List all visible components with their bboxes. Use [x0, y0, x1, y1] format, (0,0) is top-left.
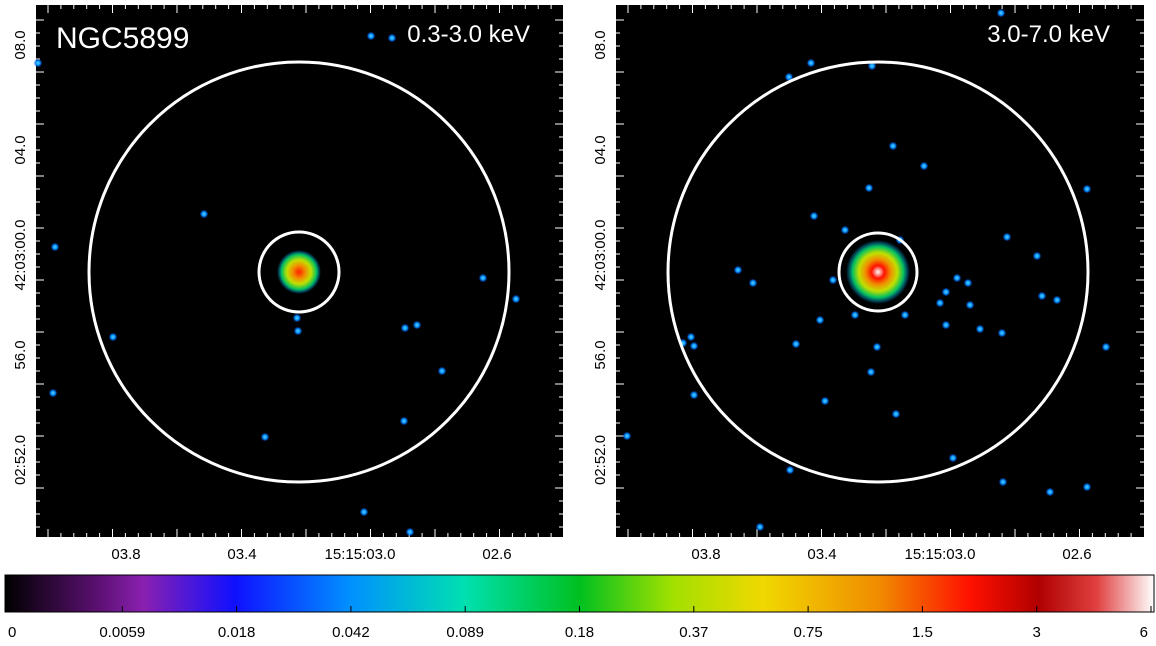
x-tick-label: 03.4	[807, 546, 836, 563]
y-tick-label: 02:52.0	[592, 435, 609, 485]
point-source	[623, 432, 632, 441]
colorbar-label: 3	[1033, 624, 1041, 641]
point-source	[400, 417, 409, 426]
point-source	[479, 274, 488, 283]
point-source	[1083, 483, 1092, 492]
y-tick-label: 42:03:00.0	[12, 220, 29, 291]
y-tick-label: 56.0	[592, 340, 609, 369]
point-source	[401, 324, 410, 333]
point-source	[512, 295, 521, 304]
object-label: NGC5899	[56, 22, 189, 55]
band-label: 0.3-3.0 keV	[407, 21, 530, 48]
point-source	[867, 368, 876, 377]
point-source	[294, 327, 303, 336]
point-source	[438, 367, 447, 376]
point-source	[816, 316, 825, 325]
point-source	[942, 288, 951, 297]
colorbar-label: 1.5	[912, 624, 933, 641]
y-tick-label: 42:03:00.0	[592, 220, 609, 291]
point-source	[1083, 185, 1092, 194]
point-source	[936, 299, 945, 308]
point-source	[1033, 252, 1042, 261]
band-label: 3.0-7.0 keV	[987, 21, 1110, 48]
point-source	[829, 276, 838, 285]
point-source	[792, 340, 801, 349]
panel: 3.0-7.0 keV	[616, 5, 1144, 537]
panel: NGC5899 0.3-3.0 keV	[34, 5, 564, 537]
point-source	[1102, 343, 1111, 352]
colorbar-label: 0.75	[793, 624, 822, 641]
colorbar-label: 0.37	[679, 624, 708, 641]
point-source	[851, 311, 860, 320]
colorbar-label: 0	[8, 624, 16, 641]
point-source	[756, 523, 765, 532]
point-source	[889, 142, 898, 151]
point-source	[690, 391, 699, 400]
point-source	[367, 32, 376, 41]
point-source	[873, 343, 882, 352]
colorbar-label: 0.089	[446, 624, 484, 641]
x-tick-label: 02.6	[1062, 546, 1091, 563]
point-source	[865, 184, 874, 193]
source-core	[277, 250, 321, 294]
point-source	[734, 266, 743, 275]
point-source	[1046, 488, 1055, 497]
point-source	[920, 162, 929, 171]
point-source	[293, 314, 302, 323]
point-source	[807, 59, 816, 68]
point-source	[749, 279, 758, 288]
point-source	[999, 478, 1008, 487]
figure: NGC5899 0.3-3.0 keV 3.0-7.0 keV 08.0 04.0…	[0, 0, 1156, 641]
colorbar-label: 0.018	[218, 624, 256, 641]
x-tick-label: 02.6	[482, 546, 511, 563]
point-source	[892, 410, 901, 419]
x-tick-label: 03.4	[227, 546, 256, 563]
point-source	[109, 333, 118, 342]
point-source	[901, 311, 910, 320]
x-tick-label: 03.8	[111, 546, 140, 563]
point-source	[360, 508, 369, 517]
point-source	[1053, 296, 1062, 305]
point-source	[1003, 233, 1012, 242]
point-source	[1038, 292, 1047, 301]
point-source	[953, 274, 962, 283]
colorbar-label: 6	[1140, 624, 1148, 641]
colorbar-label: 0.18	[565, 624, 594, 641]
point-source	[966, 301, 975, 310]
point-source	[997, 9, 1006, 18]
point-source	[200, 210, 209, 219]
x-tick-label: 15:15:03.0	[325, 546, 396, 563]
point-source	[51, 243, 60, 252]
source-core	[846, 240, 910, 304]
point-source	[998, 329, 1007, 338]
point-source	[690, 342, 699, 351]
x-tick-label: 03.8	[691, 546, 720, 563]
y-tick-label: 08.0	[12, 30, 29, 59]
point-source	[841, 226, 850, 235]
point-source	[786, 466, 795, 475]
point-source	[942, 321, 951, 330]
y-tick-label: 02:52.0	[12, 435, 29, 485]
x-tick-label: 15:15:03.0	[905, 546, 976, 563]
colorbar-label: 0.042	[332, 624, 370, 641]
point-source	[949, 454, 958, 463]
point-source	[964, 279, 973, 288]
point-source	[976, 325, 985, 334]
point-source	[49, 389, 58, 398]
point-source	[406, 528, 415, 537]
point-source	[821, 397, 830, 406]
y-tick-label: 04.0	[592, 135, 609, 164]
y-tick-label: 04.0	[12, 135, 29, 164]
y-tick-label: 08.0	[592, 30, 609, 59]
point-source	[810, 212, 819, 221]
point-source	[388, 34, 397, 43]
point-source	[34, 59, 43, 68]
y-tick-label: 56.0	[12, 340, 29, 369]
colorbar-label: 0.0059	[99, 624, 145, 641]
point-source	[413, 321, 422, 330]
point-source	[261, 433, 270, 442]
point-source	[687, 333, 696, 342]
